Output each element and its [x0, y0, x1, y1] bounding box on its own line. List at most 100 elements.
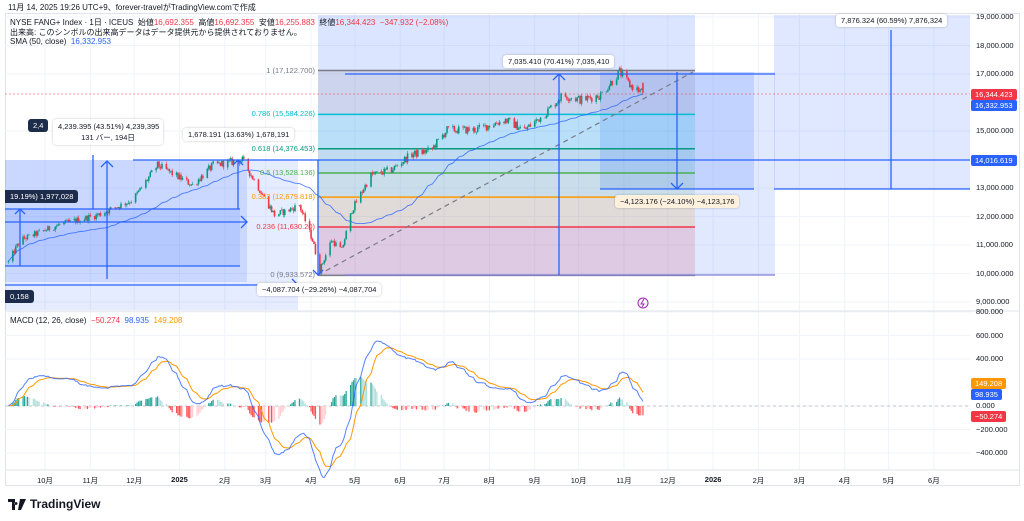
candle-body [47, 226, 49, 231]
candle-body [216, 161, 219, 163]
candle-body [434, 145, 437, 148]
measure-label[interactable]: 19.19%) 1,977,028 [5, 190, 79, 203]
candle-body [390, 167, 393, 173]
macd-histogram-bar [349, 384, 352, 406]
chart-frame [5, 13, 1020, 486]
macd-histogram-bar [42, 402, 45, 406]
candle-body [345, 231, 347, 240]
measure-label[interactable]: −4,087.704 (−29.26%) −4,087,704 [257, 283, 382, 296]
candle-body [340, 247, 343, 248]
candle-body [589, 96, 592, 99]
macd-histogram-bar [437, 406, 439, 408]
macd-histogram-bar [344, 393, 346, 406]
macd-histogram-bar [218, 400, 220, 406]
macd-histogram-bar [281, 406, 283, 413]
candle-body [517, 128, 520, 130]
macd-histogram-bar [632, 406, 634, 414]
candles [7, 65, 644, 276]
measure-label[interactable]: 7,876.324 (60.59%) 7,876,324 [836, 14, 948, 27]
macd-histogram-bar [434, 406, 436, 410]
macd-histogram-bar [402, 406, 404, 411]
measure-label-hidden[interactable]: 2,4 [28, 119, 49, 132]
macd-histogram-bar [282, 406, 284, 412]
time-axis-label: 8月 [483, 476, 496, 485]
macd-axis-label: −400.000 [976, 448, 1008, 457]
candle-body [14, 246, 17, 254]
measure-label[interactable]: 1,678.191 (13.63%) 1,678,191 [183, 128, 295, 141]
measure-label[interactable]: 0,158 [5, 290, 34, 303]
trend-line [317, 71, 694, 276]
macd-histogram-bar [550, 399, 552, 406]
macd-histogram-bar [136, 402, 138, 406]
macd-signal-line [8, 347, 644, 468]
candle-body [76, 217, 78, 223]
candle-body [475, 131, 478, 133]
candle-body [560, 93, 562, 101]
macd-histogram-bar [186, 406, 188, 417]
candle-body [319, 254, 321, 273]
price-axis-label: 12,000.000 [976, 211, 1014, 221]
macd-histogram-bar [23, 396, 26, 406]
measure-label[interactable]: −4,123.176 (−24.10%) −4,123,176 [615, 195, 740, 208]
volume-note: 出来高: このシンボルの出来高データはデータ提供元から提供されておりません。 [10, 28, 302, 37]
macd-histogram-bar [393, 406, 396, 409]
macd-histogram-bar [216, 399, 219, 406]
macd-histogram-bar [107, 406, 109, 408]
macd-histogram-bar [170, 406, 172, 410]
candle-body [98, 213, 100, 216]
sma-legend[interactable]: SMA (50, close) 16,332.953 [10, 37, 111, 46]
macd-histogram-bar [99, 406, 102, 408]
measure-label[interactable]: 7,035.410 (70.41%) 7,035,410 [503, 55, 615, 68]
macd-histogram-bar [477, 406, 479, 412]
sma-label: SMA (50, close) [10, 37, 67, 46]
candle-body [618, 68, 621, 71]
measure-value: 4,239.395 (43.51%) 4,239,395 [58, 122, 160, 131]
macd-histogram-bar [86, 406, 88, 410]
candle-body [373, 173, 375, 175]
macd-histogram-bar [298, 398, 300, 406]
macd-histogram-bar [175, 406, 178, 414]
macd-histogram-bar [69, 406, 71, 407]
macd-histogram-bar [292, 402, 295, 406]
macd-histogram-bar [241, 406, 243, 407]
candle-body [128, 202, 131, 204]
drawing-lines [5, 30, 970, 292]
candle-body [95, 214, 97, 220]
candle-body [533, 121, 536, 127]
macd-histogram-bar [404, 406, 406, 409]
macd-histogram-bar [16, 398, 18, 406]
macd-legend[interactable]: MACD (12, 26, close) −50.274 98.935 149.… [10, 316, 182, 325]
candle-body [590, 98, 593, 102]
macd-histogram-bar [424, 406, 426, 411]
time-axis-label: 7月 [438, 476, 450, 485]
drawing-regions [5, 15, 970, 310]
tradingview-logo[interactable]: TradingView [8, 497, 100, 511]
fib-level-label: 0.382 (12,679.818) [251, 192, 315, 202]
candle-body [395, 165, 397, 167]
macd-histogram-bar [44, 403, 46, 406]
macd-axis-label: 600.000 [976, 330, 1004, 340]
time-axis-label: 4月 [838, 476, 851, 485]
price-axis-label: 19,000.000 [976, 12, 1014, 21]
macd-histogram-bar [640, 406, 643, 415]
candle-body [257, 179, 260, 191]
candle-body [463, 126, 466, 128]
fib-level-label: 0 (9,933.572) [270, 270, 315, 280]
macd-histogram-bar [135, 403, 137, 406]
macd-histogram-bar [243, 406, 245, 407]
candle-body [177, 172, 179, 180]
candle-body [371, 172, 374, 175]
macd-histogram-bar [396, 406, 398, 410]
lightning-icon[interactable] [637, 297, 649, 309]
macd-histogram-bar [345, 391, 347, 406]
measure-label[interactable]: 4,239.395 (43.51%) 4,239,395 131 バー, 194… [53, 119, 163, 145]
macd-histogram-bar [374, 388, 377, 406]
macd-histogram-bar [117, 405, 119, 406]
symbol-legend[interactable]: NYSE FANG+ Index · 1日 · ICEUS 始値16,692.3… [10, 17, 448, 28]
candle-body [294, 205, 296, 212]
candle-body [108, 208, 111, 214]
candle-body [637, 87, 640, 92]
candle-body [364, 184, 366, 190]
macd-histogram-bar [496, 406, 498, 409]
